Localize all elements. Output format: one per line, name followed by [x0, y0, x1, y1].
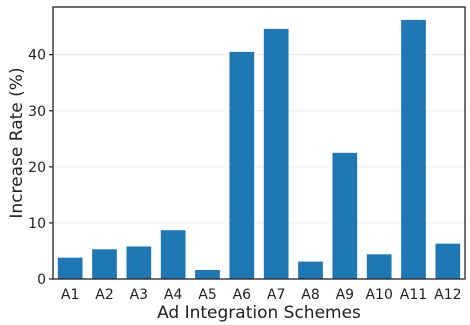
- x-tick-label: A5: [198, 287, 216, 303]
- bar-a4: [160, 230, 186, 279]
- x-tick-label: A11: [400, 287, 427, 303]
- bar-a2: [92, 249, 117, 279]
- bar-a3: [126, 246, 152, 279]
- bar-a8: [298, 261, 323, 279]
- bar-a11: [401, 19, 426, 280]
- x-axis-title: Ad Integration Schemes: [157, 303, 361, 323]
- x-tick-label: A12: [434, 287, 461, 303]
- x-tick-label: A9: [336, 287, 354, 303]
- axes: [52, 6, 466, 280]
- y-tick-label: 0: [37, 272, 46, 288]
- y-tick-label: 30: [28, 104, 46, 120]
- x-tick-label: A10: [365, 287, 392, 303]
- bar-a1: [57, 257, 83, 279]
- bar-a6: [229, 51, 255, 279]
- bar-series: [57, 19, 461, 280]
- x-tick-label: A3: [130, 287, 148, 303]
- bar-a7: [263, 28, 289, 280]
- y-tick-label: 40: [28, 48, 46, 64]
- x-tick-label: A6: [233, 287, 252, 303]
- y-axis-ticks: 0 10 20 30 40: [28, 48, 53, 288]
- x-axis-ticks: A1 A2 A3 A4 A5 A6 A7 A8 A9 A10 A11 A12: [61, 287, 462, 303]
- y-tick-label: 20: [28, 160, 46, 176]
- x-tick-label: A2: [95, 287, 113, 303]
- x-tick-label: A8: [301, 287, 319, 303]
- y-axis-title: Increase Rate (%): [7, 67, 27, 218]
- x-tick-label: A4: [164, 287, 183, 303]
- bar-a9: [332, 152, 358, 279]
- x-tick-label: A7: [267, 287, 285, 303]
- plot-frame: [52, 6, 466, 280]
- bar-a10: [366, 254, 392, 279]
- bar-a12: [435, 243, 461, 279]
- x-tick-label: A1: [61, 287, 79, 303]
- grid-lines: [53, 54, 465, 224]
- y-tick-label: 10: [28, 216, 46, 232]
- bar-a5: [195, 270, 220, 279]
